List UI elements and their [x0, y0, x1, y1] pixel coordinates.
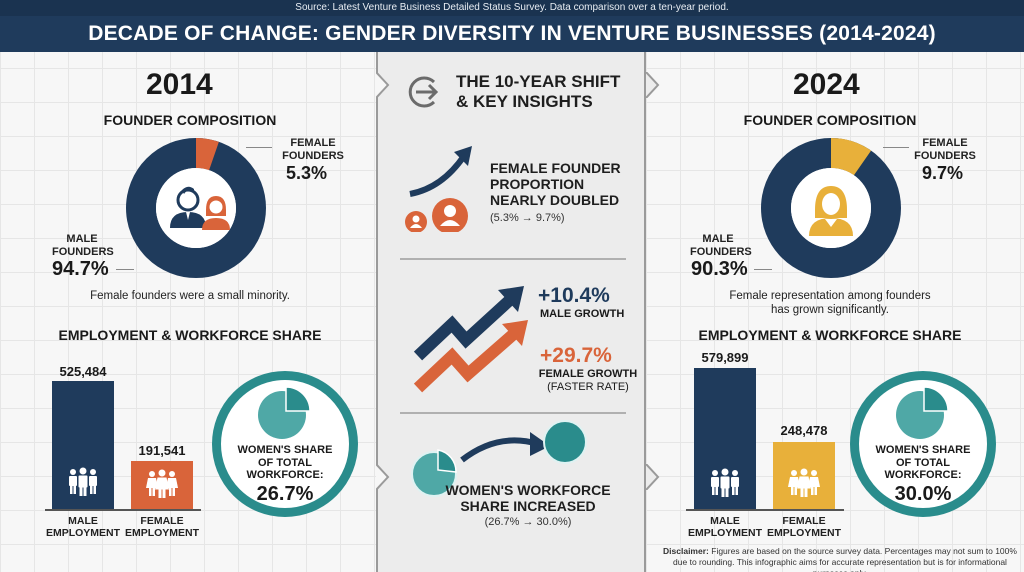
- male-employment-bar-2024: [694, 368, 756, 509]
- workforce-share-value-2024: 30.0%: [894, 482, 952, 505]
- male-employment-label-2014: MALE EMPLOYMENT: [45, 515, 121, 539]
- male-group-icon: [69, 467, 97, 496]
- male-employment-label-2024: MALE EMPLOYMENT: [687, 515, 763, 539]
- male-employment-bar-2014: [52, 381, 114, 509]
- female-founders-pct-2024: 9.7%: [922, 163, 964, 183]
- right-notch-bottom: [646, 464, 660, 490]
- female-employment-label-2024: FEMALE EMPLOYMENT: [766, 515, 842, 539]
- female-founder-icon: [202, 196, 230, 230]
- founder-note-2024: Female representation among founders has…: [729, 290, 931, 316]
- male-leader-line-2024: [754, 269, 772, 270]
- page-title: DECADE OF CHANGE: GENDER DIVERSITY IN VE…: [88, 22, 936, 45]
- workforce-pie-icon-2014: [258, 386, 311, 439]
- arrow-circle-icon: [408, 76, 439, 108]
- female-employment-bar-2024: [773, 442, 835, 509]
- female-founder-growth-icon: [405, 146, 472, 232]
- female-founders-label-2024: FEMALE FOUNDERS: [914, 137, 976, 162]
- header-banner: Source: Latest Venture Business Detailed…: [0, 0, 1024, 52]
- female-founders-label: FEMALE FOUNDERS: [282, 137, 344, 162]
- growth-arrows-icon: [413, 286, 528, 393]
- workforce-share-text-2024: WOMEN'S SHARE OF TOTAL WORKFORCE: 30.0%: [860, 444, 986, 506]
- left-notch-bottom: [376, 464, 390, 490]
- female-growth-value: +29.7%: [540, 344, 612, 367]
- bar-axis-2024: [686, 509, 844, 511]
- workforce-share-text-2014: WOMEN'S SHARE OF TOTAL WORKFORCE: 26.7%: [222, 444, 348, 506]
- divider-2: [400, 412, 626, 414]
- female-group-icon-2024: [788, 468, 820, 497]
- female-growth-label: FEMALE GROWTH (FASTER RATE): [538, 368, 638, 393]
- workforce-pie-icon-2024: [896, 386, 949, 439]
- female-founder-icon-2024: [809, 186, 853, 236]
- year-2024: 2024: [793, 68, 860, 101]
- female-employment-label-2014: FEMALE EMPLOYMENT: [124, 515, 200, 539]
- employment-title-2024: EMPLOYMENT & WORKFORCE SHARE: [698, 327, 962, 343]
- disclaimer: Disclaimer: Figures are based on the sou…: [663, 546, 1017, 572]
- male-founders-label-2024: MALE FOUNDERS: [690, 233, 752, 258]
- male-employment-value-2014: 525,484: [59, 364, 107, 379]
- employment-title-2014: EMPLOYMENT & WORKFORCE SHARE: [58, 327, 322, 343]
- insight-female-founder: FEMALE FOUNDER PROPORTION NEARLY DOUBLED: [490, 160, 621, 208]
- male-growth-value: +10.4%: [538, 284, 610, 307]
- left-notch: [376, 72, 390, 98]
- female-leader-line: [246, 147, 272, 148]
- male-founders-pct-2024: 90.3%: [691, 258, 748, 280]
- bar-axis-2014: [45, 509, 201, 511]
- founder-donut-2024: [761, 138, 901, 278]
- workforce-share-change-icon: [411, 420, 587, 497]
- female-group-icon: [146, 469, 178, 498]
- female-employment-value-2024: 248,478: [780, 423, 828, 438]
- female-employment-bar-2014: [131, 461, 193, 509]
- insights-panel: THE 10-YEAR SHIFT & KEY INSIGHTS FEMALE …: [376, 52, 660, 572]
- male-founders-pct-2014: 94.7%: [52, 258, 109, 280]
- insights-title: THE 10-YEAR SHIFT & KEY INSIGHTS: [456, 72, 621, 111]
- male-leader-line: [116, 269, 134, 270]
- female-leader-line-2024: [883, 147, 909, 148]
- workforce-share-ring-2014: [212, 371, 358, 517]
- divider-1: [400, 258, 626, 260]
- founder-note-2014: Female founders were a small minority.: [90, 290, 290, 302]
- founder-donut-2014: [126, 138, 266, 278]
- female-employment-value-2014: 191,541: [138, 443, 186, 458]
- male-growth-label: MALE GROWTH: [540, 308, 625, 320]
- male-group-icon-2024: [711, 468, 739, 497]
- insight-female-founder-change: (5.3% → 9.7%): [490, 212, 565, 224]
- founder-composition-title-2024: FOUNDER COMPOSITION: [743, 112, 917, 128]
- workforce-share-value-2014: 26.7%: [256, 482, 314, 505]
- year-2014: 2014: [146, 68, 213, 101]
- female-founders-pct-2014: 5.3%: [286, 163, 328, 183]
- male-employment-value-2024: 579,899: [701, 350, 749, 365]
- founder-composition-title: FOUNDER COMPOSITION: [103, 112, 277, 128]
- male-founders-label: MALE FOUNDERS: [52, 233, 114, 258]
- source-note: Source: Latest Venture Business Detailed…: [0, 0, 1024, 16]
- insight-workforce-share: WOMEN'S WORKFORCE SHARE INCREASED: [445, 482, 611, 514]
- right-notch: [646, 72, 660, 98]
- male-founder-icon: [170, 186, 206, 228]
- insight-workforce-share-change: (26.7% → 30.0%): [484, 516, 572, 528]
